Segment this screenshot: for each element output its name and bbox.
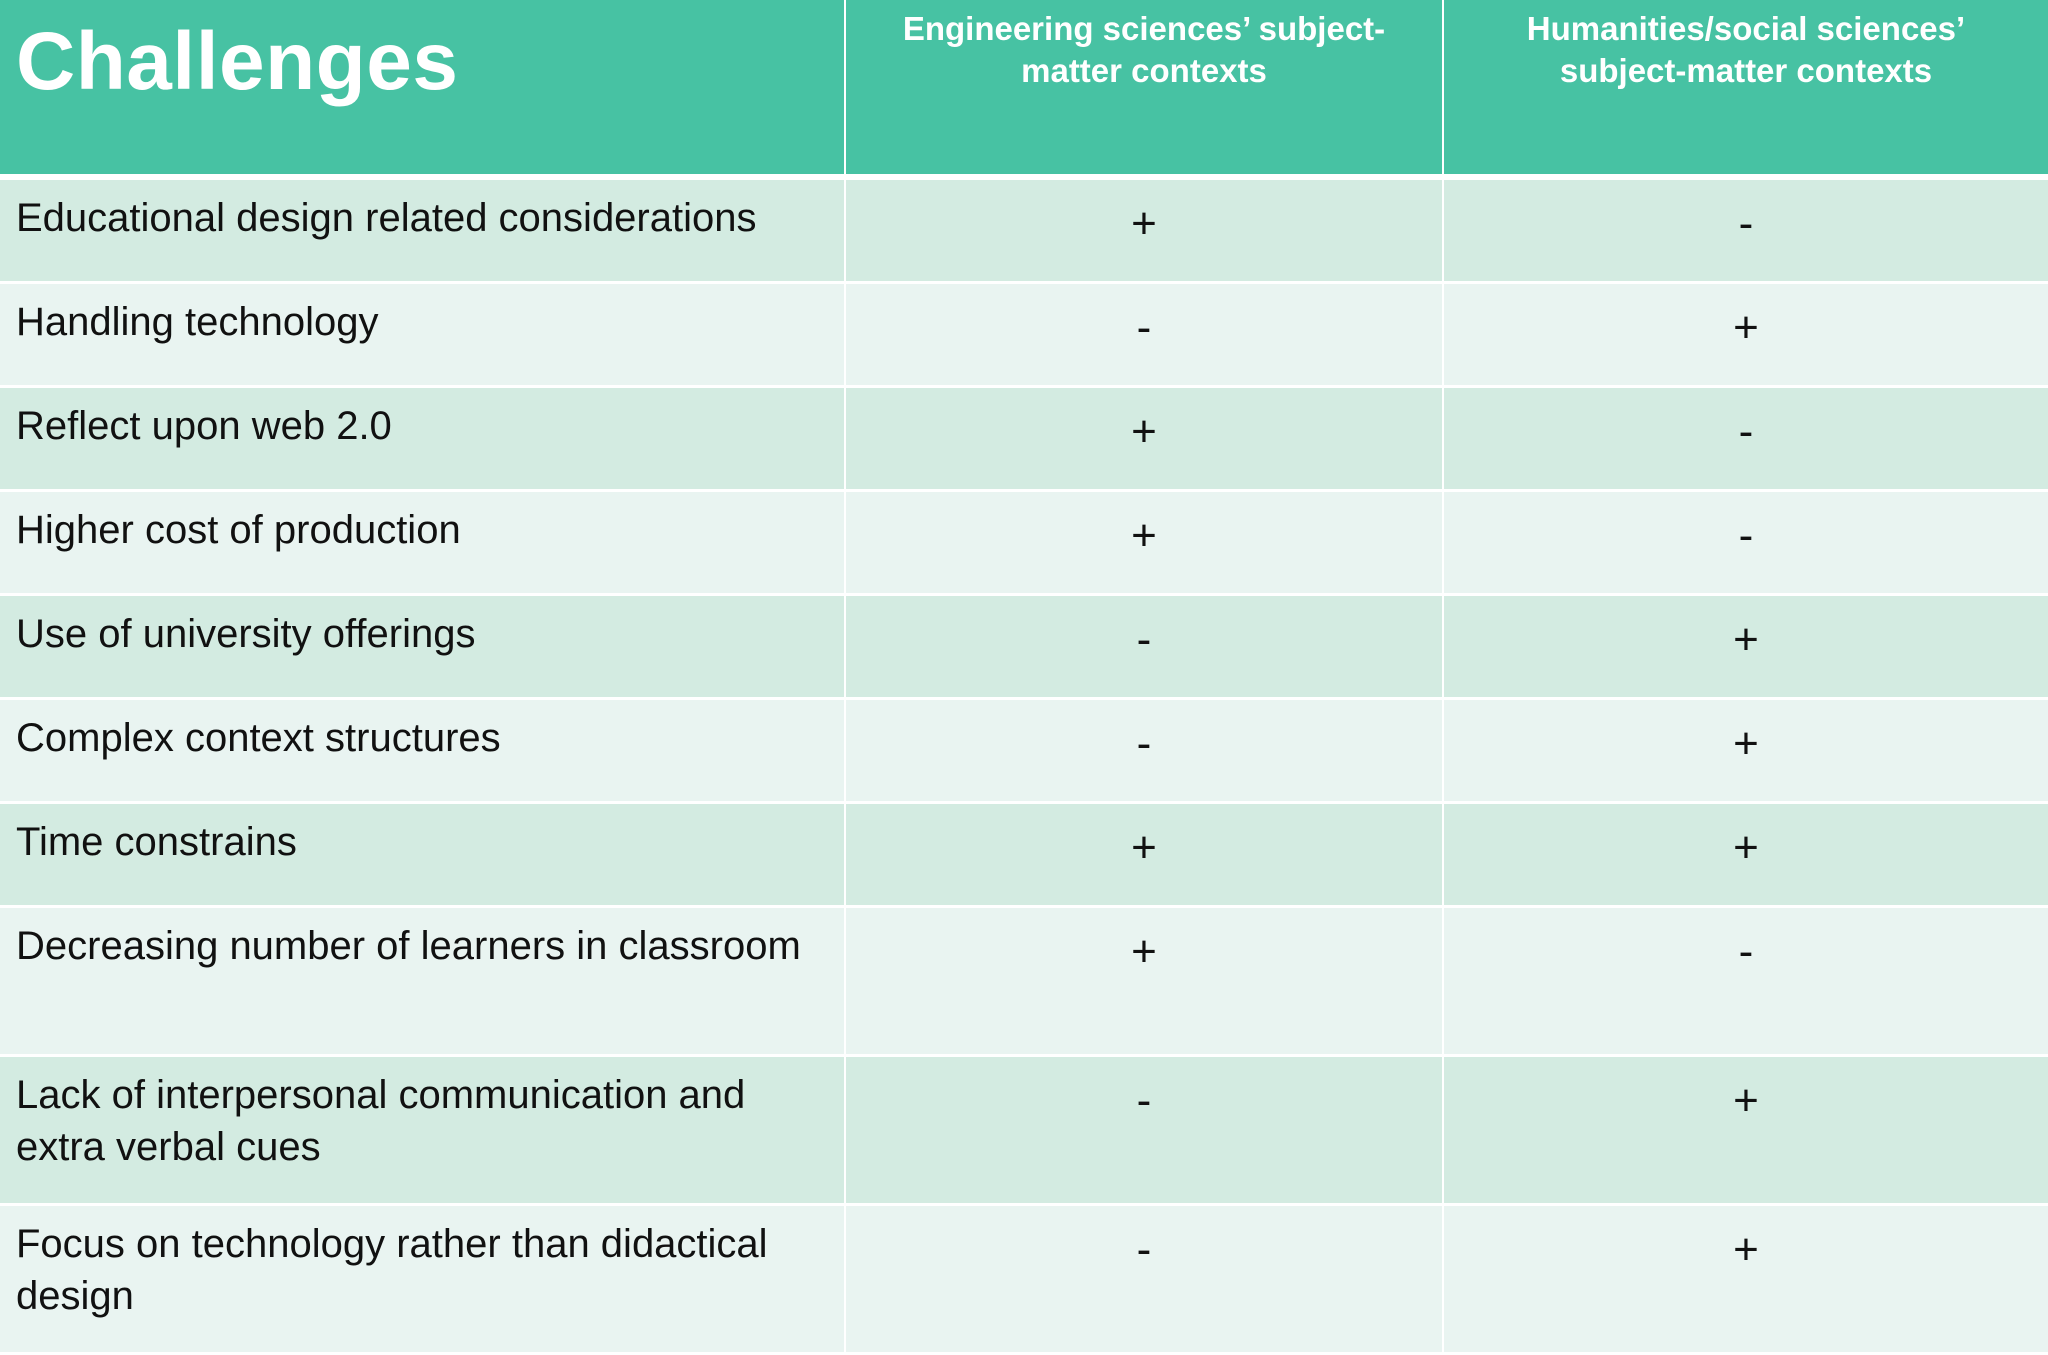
table-row: Educational design related consideration… xyxy=(0,180,2048,284)
challenge-label: Complex context structures xyxy=(0,700,846,804)
challenge-label: Focus on technology rather than didactic… xyxy=(0,1206,846,1355)
humanities-mark: + xyxy=(1444,804,2048,908)
table-row: Reflect upon web 2.0 + - xyxy=(0,388,2048,492)
engineering-mark: + xyxy=(846,492,1444,596)
engineering-mark: + xyxy=(846,388,1444,492)
table-row: Lack of interpersonal communication and … xyxy=(0,1057,2048,1206)
humanities-mark: - xyxy=(1444,180,2048,284)
table-row: Handling technology - + xyxy=(0,284,2048,388)
table-row: Use of university offerings - + xyxy=(0,596,2048,700)
table-row: Complex context structures - + xyxy=(0,700,2048,804)
challenge-label: Handling technology xyxy=(0,284,846,388)
engineering-mark: + xyxy=(846,908,1444,1057)
humanities-mark: - xyxy=(1444,492,2048,596)
humanities-mark: + xyxy=(1444,284,2048,388)
engineering-mark: + xyxy=(846,804,1444,908)
column-header-engineering: Engineering sciences’ subject-matter con… xyxy=(846,0,1444,180)
table-row: Decreasing number of learners in classro… xyxy=(0,908,2048,1057)
table-row: Focus on technology rather than didactic… xyxy=(0,1206,2048,1355)
challenge-label: Time constrains xyxy=(0,804,846,908)
humanities-mark: - xyxy=(1444,908,2048,1057)
engineering-mark: - xyxy=(846,700,1444,804)
humanities-mark: + xyxy=(1444,1057,2048,1206)
column-header-humanities: Humanities/social sciences’ subject-matt… xyxy=(1444,0,2048,180)
challenge-label: Use of university offerings xyxy=(0,596,846,700)
engineering-mark: - xyxy=(846,1057,1444,1206)
table-title: Challenges xyxy=(0,0,846,180)
humanities-mark: - xyxy=(1444,388,2048,492)
challenge-label: Lack of interpersonal communication and … xyxy=(0,1057,846,1206)
table-body: Educational design related consideration… xyxy=(0,180,2048,1355)
engineering-mark: - xyxy=(846,596,1444,700)
challenge-label: Decreasing number of learners in classro… xyxy=(0,908,846,1057)
humanities-mark: + xyxy=(1444,1206,2048,1355)
engineering-mark: + xyxy=(846,180,1444,284)
engineering-mark: - xyxy=(846,1206,1444,1355)
humanities-mark: + xyxy=(1444,700,2048,804)
engineering-mark: - xyxy=(846,284,1444,388)
challenge-label: Educational design related consideration… xyxy=(0,180,846,284)
humanities-mark: + xyxy=(1444,596,2048,700)
table-header: Challenges Engineering sciences’ subject… xyxy=(0,0,2048,180)
table-row: Time constrains + + xyxy=(0,804,2048,908)
table-row: Higher cost of production + - xyxy=(0,492,2048,596)
challenge-label: Higher cost of production xyxy=(0,492,846,596)
challenge-label: Reflect upon web 2.0 xyxy=(0,388,846,492)
